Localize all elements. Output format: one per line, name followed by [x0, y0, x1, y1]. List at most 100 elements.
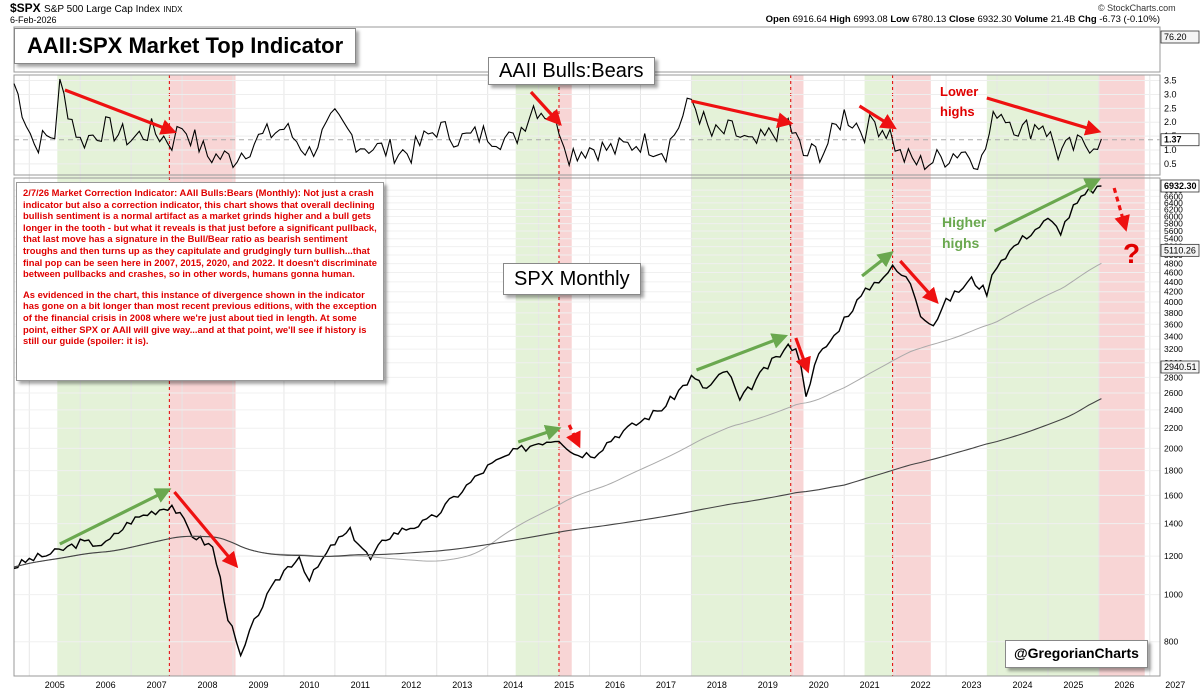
- stat-label: High: [829, 14, 854, 25]
- indicator-down-arrow: [986, 96, 1102, 136]
- price-up-arrow: [861, 251, 894, 278]
- price-tick-label: 3600: [1164, 319, 1183, 329]
- stat-value: 6932.30: [977, 14, 1015, 25]
- price-tick-label: 4200: [1164, 287, 1183, 297]
- red-zone: [790, 75, 804, 676]
- x-tick-label: 2027: [1165, 680, 1185, 690]
- price-tick-label: 5400: [1164, 234, 1183, 244]
- price-tick-label: 4000: [1164, 297, 1183, 307]
- indicator-tick-label: 2.5: [1164, 103, 1177, 113]
- x-tick-label: 2023: [962, 680, 982, 690]
- x-tick-label: 2015: [554, 680, 574, 690]
- price-tick-label: 2000: [1164, 443, 1183, 453]
- indicator-down-arrow: [529, 90, 562, 126]
- price-tick-label: 1800: [1164, 466, 1183, 476]
- page-title: AAII:SPX Market Top Indicator: [14, 28, 357, 64]
- header-date: 6-Feb-2026: [10, 15, 57, 25]
- green-zone: [515, 75, 559, 676]
- header-exchange: INDX: [163, 5, 183, 14]
- price-tick-label: 3400: [1164, 331, 1183, 341]
- x-tick-label: 2005: [45, 680, 65, 690]
- price-up-arrow: [695, 333, 789, 372]
- indicator-last-tag: 1.37: [1164, 135, 1182, 145]
- stat-label: Open: [765, 14, 793, 25]
- price-down-arrow: [173, 490, 239, 569]
- spx-close-tag-box: [1160, 179, 1200, 193]
- stat-value: 6993.08: [853, 14, 891, 25]
- x-tick-label: 2007: [147, 680, 167, 690]
- green-zone: [986, 75, 1099, 676]
- stat-value: -6.73 (-0.10%): [1099, 14, 1160, 25]
- x-tick-label: 2006: [96, 680, 116, 690]
- price-tick-label: 5800: [1164, 219, 1183, 229]
- price-up-arrow: [59, 488, 172, 546]
- price-tick-label: 2400: [1164, 405, 1183, 415]
- x-tick-label: 2011: [351, 680, 370, 690]
- ma-medium-tag-box: [1160, 243, 1200, 257]
- price-tick-label: 6200: [1164, 205, 1183, 215]
- x-tick-label: 2010: [299, 680, 319, 690]
- indicator-tick-label: 0.5: [1164, 159, 1177, 169]
- indicator-tick-label: 1.0: [1164, 145, 1177, 155]
- price-down-arrow: [1112, 187, 1130, 232]
- x-tick-label: 2009: [248, 680, 268, 690]
- price-tick-label: 1200: [1164, 551, 1183, 561]
- higher-highs-label: Higher highs: [942, 214, 987, 251]
- indicator-tick-label: 2.0: [1164, 117, 1177, 127]
- x-tick-label: 2017: [656, 680, 676, 690]
- x-tick-label: 2021: [860, 680, 880, 690]
- stat-label: Volume: [1014, 14, 1051, 25]
- indicator-down-arrow: [858, 104, 897, 130]
- stat-value: 6916.64: [792, 14, 830, 25]
- ma-medium-tag: 5110.26: [1164, 245, 1196, 255]
- x-tick-label: 2019: [758, 680, 778, 690]
- price-down-arrow: [566, 424, 581, 449]
- commentary-paragraph-1: 2/7/26 Market Correction Indicator: AAII…: [23, 187, 377, 280]
- indicator-top-tag: 76.20: [1164, 32, 1187, 42]
- price-tick-label: 6000: [1164, 211, 1183, 221]
- price-tick-label: 1400: [1164, 519, 1183, 529]
- commentary-box: 2/7/26 Market Correction Indicator: AAII…: [16, 182, 384, 381]
- header-symbol-line: $SPX S&P 500 Large Cap Index INDX: [10, 1, 183, 15]
- stat-value: 21.4B: [1050, 14, 1079, 25]
- ma-long-tag: 2940.51: [1164, 362, 1197, 372]
- price-tick-label: 3200: [1164, 344, 1183, 354]
- stat-label: Chg: [1078, 14, 1100, 25]
- green-zone: [864, 75, 893, 676]
- price-tick-label: 6400: [1164, 198, 1183, 208]
- x-tick-label: 2025: [1063, 680, 1083, 690]
- x-tick-label: 2026: [1114, 680, 1134, 690]
- price-down-arrow: [899, 259, 939, 304]
- price-up-arrow: [517, 424, 562, 444]
- x-tick-label: 2018: [707, 680, 727, 690]
- header-symbol: $SPX: [10, 1, 41, 15]
- ma-long-tag-box: [1160, 360, 1200, 374]
- x-tick-label: 2012: [401, 680, 421, 690]
- x-tick-label: 2013: [452, 680, 472, 690]
- price-tick-label: 1000: [1164, 590, 1183, 600]
- stat-label: Low: [890, 14, 912, 25]
- price-tick-label: 5600: [1164, 226, 1183, 236]
- header-brand: © StockCharts.com: [1098, 3, 1176, 13]
- x-tick-label: 2016: [605, 680, 625, 690]
- price-tick-label: 2200: [1164, 423, 1183, 433]
- header-name: S&P 500 Large Cap Index: [44, 4, 161, 15]
- axis-layer: 0.51.01.52.02.53.03.58001000120014001600…: [45, 30, 1200, 690]
- indicator-label: AAII Bulls:Bears: [488, 57, 655, 85]
- indicator-tick-label: 3.0: [1164, 89, 1177, 99]
- price-tick-label: 1600: [1164, 490, 1183, 500]
- commentary-paragraph-2: As evidenced in the chart, this instance…: [23, 288, 377, 347]
- price-tick-label: 800: [1164, 637, 1178, 647]
- price-tick-label: 3800: [1164, 308, 1183, 318]
- indicator-series-line: [13, 78, 1102, 171]
- price-label: SPX Monthly: [503, 263, 641, 295]
- indicator-tick-label: 3.5: [1164, 76, 1177, 86]
- spx-close-tag: 6932.30: [1164, 181, 1197, 191]
- x-tick-label: 2024: [1012, 680, 1032, 690]
- x-tick-label: 2014: [503, 680, 523, 690]
- spx-series-line: [13, 185, 1102, 658]
- indicator-last-tag-box: [1160, 133, 1200, 147]
- stat-label: Close: [948, 14, 978, 25]
